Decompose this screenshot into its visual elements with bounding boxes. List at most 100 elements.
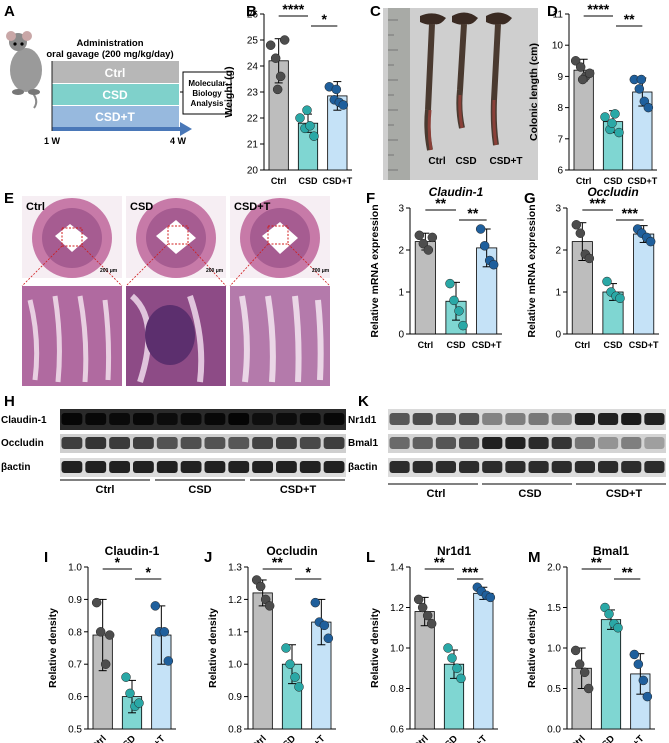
y-tick-label: 24 — [247, 62, 259, 73]
blot-band — [598, 437, 619, 449]
y-tick-label: 1.0 — [228, 660, 242, 671]
analysis-box — [182, 71, 232, 115]
panel-letter-f: F — [366, 190, 375, 207]
data-point — [331, 84, 342, 95]
data-point — [427, 232, 438, 243]
category-label: CSD — [603, 340, 623, 350]
data-point — [275, 71, 286, 82]
data-point — [607, 118, 617, 128]
blot-band — [435, 461, 456, 473]
data-point — [121, 672, 131, 682]
blot-band — [412, 413, 433, 425]
bar-ctrl — [573, 69, 594, 171]
y-axis-label: Relative density — [369, 608, 381, 688]
mouse-icon — [6, 31, 42, 109]
y-tick-label: 1.1 — [228, 627, 242, 638]
data-point — [163, 656, 174, 666]
blot-band — [598, 413, 619, 425]
y-axis-label: Colonic length (cm) — [528, 43, 540, 141]
category-label: Ctrl — [576, 176, 592, 186]
data-point — [488, 259, 499, 270]
significance-stars: *** — [622, 205, 639, 221]
data-point — [285, 659, 295, 669]
blot-band — [551, 413, 572, 425]
data-point — [584, 253, 595, 264]
y-tick-label: 2.0 — [547, 563, 561, 574]
data-point — [575, 228, 586, 238]
admin-title-2: oral gavage (200 mg/kg/day) — [46, 49, 173, 60]
data-point — [604, 609, 614, 619]
data-point — [338, 100, 349, 110]
blot-band — [156, 413, 178, 425]
data-point — [574, 659, 585, 669]
category-label: Ctrl — [575, 340, 591, 350]
significance-stars: *** — [462, 564, 479, 580]
blot-band — [435, 413, 456, 425]
blot-band — [505, 413, 526, 425]
end-week: 4 W — [170, 136, 187, 146]
colon-csd — [452, 12, 478, 129]
blot-band — [505, 437, 526, 449]
panel-letter-i: I — [44, 549, 48, 566]
data-point — [584, 68, 595, 79]
category-label: CSD+T — [616, 733, 646, 743]
y-axis-label: Relative density — [526, 608, 538, 688]
category-label: CSD+T — [459, 733, 489, 743]
data-point — [579, 667, 590, 678]
bar-csdplust — [633, 233, 655, 335]
blot-band — [323, 461, 345, 473]
band-label-bmal1: Bmal1 — [348, 438, 378, 449]
ctrl-band — [52, 61, 179, 83]
category-label: CSD+T — [472, 340, 502, 350]
data-point — [445, 278, 455, 289]
bar-ctrl — [414, 241, 436, 335]
data-point — [456, 673, 466, 684]
y-tick-label: 0.7 — [68, 660, 82, 671]
blot-band — [435, 437, 456, 449]
colon-ctrl — [420, 13, 446, 151]
blot-band — [85, 437, 107, 449]
y-tick-label: 9 — [557, 72, 563, 83]
data-point — [150, 601, 161, 611]
y-tick-label: 1.4 — [390, 563, 404, 574]
blot-band — [528, 437, 549, 449]
y-tick-label: 0.6 — [390, 725, 404, 736]
blot-band — [133, 413, 154, 425]
data-point — [310, 597, 321, 608]
significance-stars: ** — [622, 564, 633, 580]
y-tick-label: 1.3 — [228, 563, 242, 574]
panel-letter-h: H — [4, 393, 15, 410]
blot-band — [389, 461, 410, 473]
data-point — [443, 643, 453, 653]
analysis-line-3: Analysis — [191, 99, 224, 108]
blot-band — [228, 461, 250, 473]
y-tick-label: 0.5 — [547, 684, 561, 695]
y-axis-label: Relative density — [207, 608, 219, 688]
panel-letter-c: C — [370, 3, 381, 20]
significance-stars: ** — [591, 554, 602, 570]
panel-letter-d: D — [547, 3, 558, 20]
blot-group-csd-h: CSD — [188, 484, 211, 496]
blot-band — [61, 413, 83, 425]
panel-letter-k: K — [358, 393, 369, 410]
blot-group-csdt-h: CSD+T — [280, 484, 317, 496]
blot-band — [459, 437, 480, 449]
blot-band — [574, 461, 595, 473]
data-point — [602, 276, 612, 287]
data-point — [125, 688, 135, 699]
data-point — [159, 627, 170, 637]
timeline-arrow — [52, 122, 192, 136]
y-tick-label: 0 — [398, 330, 404, 341]
blot-band — [85, 413, 107, 425]
blot-band — [299, 461, 321, 473]
chart-m: M Bmal1 0.0 0.5 1.0 1.5 2.0 Relative density Ctr… — [526, 544, 655, 743]
data-point — [454, 306, 464, 316]
data-point — [414, 230, 425, 241]
blot-band — [574, 413, 595, 425]
blot-band — [180, 413, 202, 425]
bar-ctrl — [414, 611, 435, 730]
y-tick-label: 11 — [553, 10, 564, 21]
blot-band — [323, 437, 345, 449]
